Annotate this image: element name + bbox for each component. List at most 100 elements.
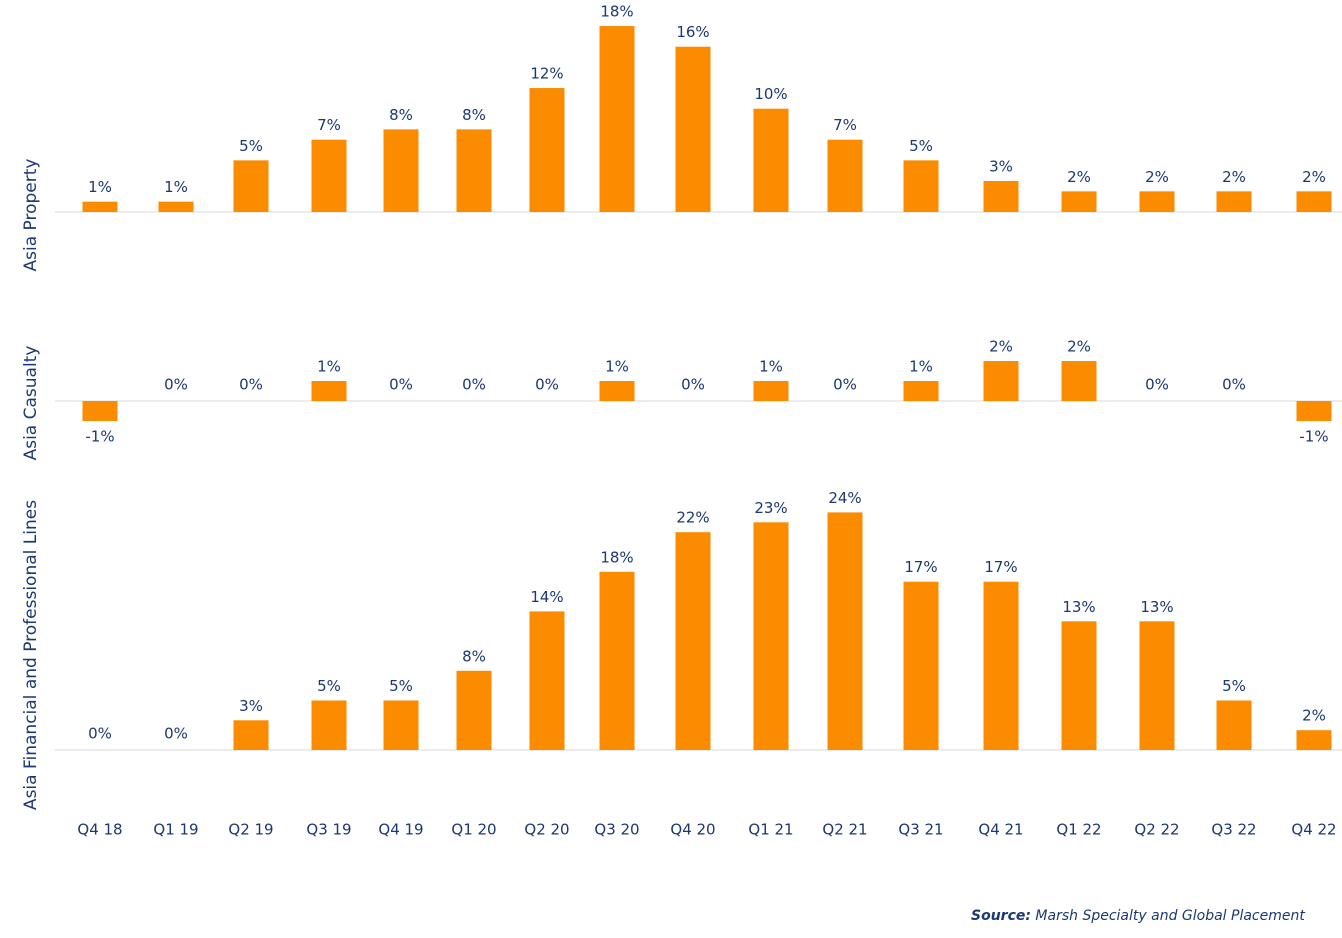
data-label: 18% xyxy=(600,3,633,21)
data-label: 2% xyxy=(1222,168,1246,186)
data-label: 0% xyxy=(535,376,559,394)
x-tick-label: Q1 19 xyxy=(153,821,198,839)
bar xyxy=(675,46,711,212)
data-label: 8% xyxy=(462,647,486,665)
x-tick-label: Q2 20 xyxy=(524,821,569,839)
data-label: 8% xyxy=(462,106,486,124)
bar xyxy=(1139,621,1175,750)
data-label: 22% xyxy=(676,509,709,527)
data-label: -1% xyxy=(1299,428,1328,446)
source: Source: Marsh Specialty and Global Place… xyxy=(971,908,1305,924)
x-tick-label: Q4 19 xyxy=(378,821,423,839)
data-label: 1% xyxy=(909,358,933,376)
x-tick-label: Q3 19 xyxy=(306,821,351,839)
data-label: 16% xyxy=(676,23,709,41)
data-label: 2% xyxy=(989,338,1013,356)
y-axis-label: Asia Financial and Professional Lines xyxy=(21,500,41,810)
bar xyxy=(1216,191,1252,212)
bar xyxy=(827,139,863,212)
data-label: 17% xyxy=(984,558,1017,576)
data-label: 2% xyxy=(1145,168,1169,186)
y-axis-label: Asia Property xyxy=(21,159,41,272)
source-text: Marsh Specialty and Global Placement xyxy=(1035,908,1305,924)
data-label: -1% xyxy=(85,428,114,446)
source-label: Source: xyxy=(971,908,1031,924)
data-label: 3% xyxy=(239,697,263,715)
bar xyxy=(456,670,492,750)
x-tick-label: Q3 21 xyxy=(898,821,943,839)
bar xyxy=(753,108,789,212)
data-label: 5% xyxy=(389,677,413,695)
bar xyxy=(1061,361,1097,401)
data-label: 0% xyxy=(389,376,413,394)
x-tick-label: Q1 20 xyxy=(451,821,496,839)
data-label: 0% xyxy=(1145,376,1169,394)
bar xyxy=(903,160,939,212)
bar xyxy=(82,401,118,421)
x-tick-label: Q4 18 xyxy=(77,821,122,839)
data-label: 14% xyxy=(530,588,563,606)
bar xyxy=(1296,401,1332,421)
x-tick-label: Q2 22 xyxy=(1134,821,1179,839)
bar xyxy=(599,381,635,401)
data-label: 0% xyxy=(462,376,486,394)
bar xyxy=(983,181,1019,212)
data-label: 2% xyxy=(1302,707,1326,725)
bar xyxy=(903,381,939,401)
data-label: 13% xyxy=(1140,598,1173,616)
data-label: 24% xyxy=(828,489,861,507)
bar xyxy=(82,201,118,212)
data-label: 5% xyxy=(1222,677,1246,695)
data-label: 5% xyxy=(239,137,263,155)
bar xyxy=(903,581,939,750)
bar xyxy=(233,160,269,212)
bar xyxy=(827,512,863,750)
bar xyxy=(599,26,635,213)
x-tick-label: Q4 22 xyxy=(1291,821,1336,839)
bar xyxy=(383,700,419,750)
data-label: 8% xyxy=(389,106,413,124)
bar xyxy=(675,532,711,750)
data-label: 5% xyxy=(909,137,933,155)
bar xyxy=(1296,730,1332,750)
bar xyxy=(529,88,565,212)
data-label: 0% xyxy=(681,376,705,394)
bar xyxy=(1216,700,1252,750)
data-label: 0% xyxy=(164,376,188,394)
data-label: 13% xyxy=(1062,598,1095,616)
data-label: 23% xyxy=(754,499,787,517)
bar xyxy=(311,700,347,750)
data-label: 2% xyxy=(1067,168,1091,186)
y-axis-label: Asia Casualty xyxy=(21,346,41,461)
data-label: 12% xyxy=(530,65,563,83)
x-tick-label: Q3 22 xyxy=(1211,821,1256,839)
data-label: 7% xyxy=(833,116,857,134)
bar xyxy=(311,139,347,212)
bar xyxy=(599,571,635,750)
data-label: 1% xyxy=(605,358,629,376)
bar xyxy=(753,381,789,401)
data-label: 1% xyxy=(88,178,112,196)
x-tick-label: Q3 20 xyxy=(594,821,639,839)
data-label: 2% xyxy=(1302,168,1326,186)
data-label: 1% xyxy=(164,178,188,196)
data-label: 0% xyxy=(164,725,188,743)
bar xyxy=(158,201,194,212)
bar xyxy=(1296,191,1332,212)
x-tick-label: Q1 22 xyxy=(1056,821,1101,839)
data-label: 0% xyxy=(239,376,263,394)
bar xyxy=(983,361,1019,401)
data-label: 10% xyxy=(754,85,787,103)
bar xyxy=(1061,191,1097,212)
data-label: 1% xyxy=(759,358,783,376)
bar xyxy=(456,129,492,212)
data-label: 2% xyxy=(1067,338,1091,356)
data-label: 3% xyxy=(989,158,1013,176)
x-tick-label: Q1 21 xyxy=(748,821,793,839)
bar xyxy=(383,129,419,212)
bar xyxy=(311,381,347,401)
bar xyxy=(233,720,269,750)
x-tick-label: Q2 21 xyxy=(822,821,867,839)
data-label: 1% xyxy=(317,358,341,376)
